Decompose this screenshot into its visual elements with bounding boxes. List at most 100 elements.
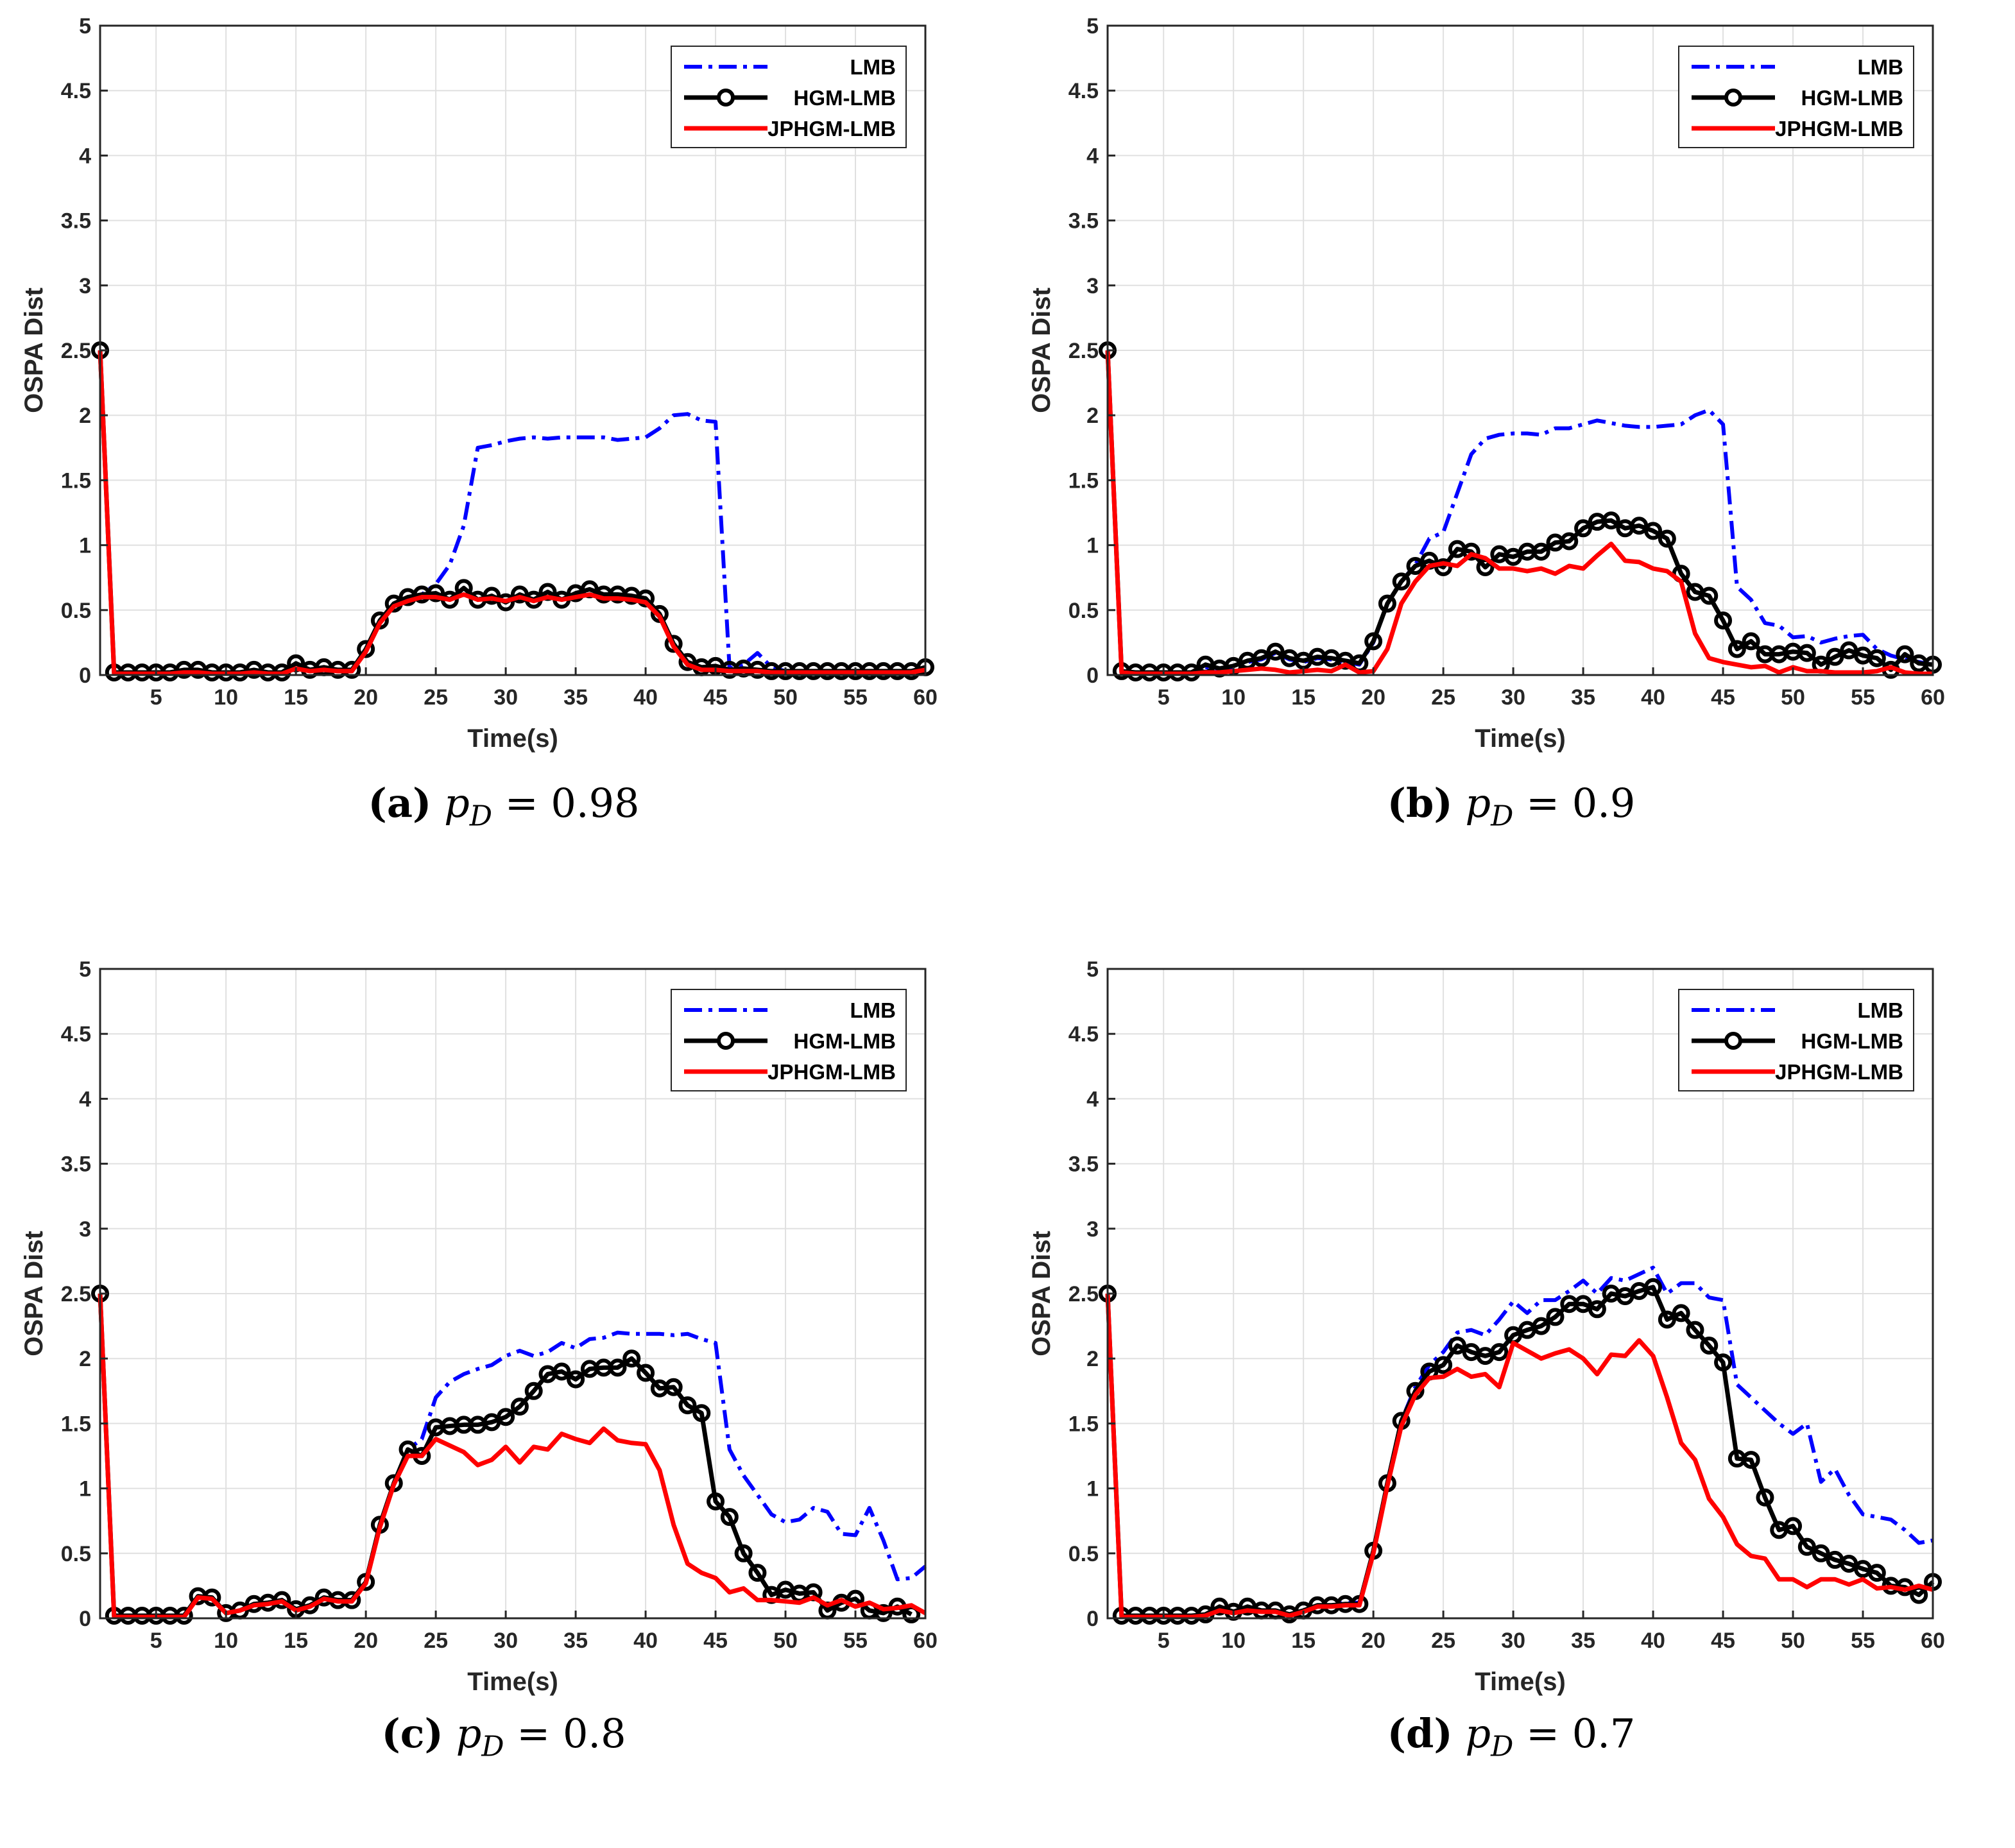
data-point-hgm-lmb <box>720 1508 739 1527</box>
series-line-jphgm-lmb <box>1105 350 1933 676</box>
legend-marker <box>717 89 735 107</box>
data-point-hgm-lmb <box>622 1349 641 1368</box>
data-point-hgm-lmb <box>1434 558 1453 577</box>
data-point-hgm-lmb <box>1812 1544 1830 1562</box>
caption-var: p <box>1465 780 1491 826</box>
x-tick-label: 20 <box>1361 685 1385 710</box>
data-point-hgm-lmb <box>1574 519 1593 538</box>
series-line-hgm-lmb <box>1105 350 1934 675</box>
y-tick-label: 0 <box>1086 663 1099 688</box>
data-point-hgm-lmb <box>748 1564 767 1582</box>
data-point-hgm-lmb <box>273 1591 291 1609</box>
x-axis-label: Time(s) <box>1475 1668 1566 1696</box>
data-point-hgm-lmb <box>692 1404 711 1423</box>
y-tick-label: 0.5 <box>1068 599 1099 623</box>
y-tick-label: 2.5 <box>61 339 91 363</box>
y-tick-label: 3.5 <box>1068 1152 1099 1177</box>
data-point-hgm-lmb <box>874 1604 893 1622</box>
caption-value: = 0.7 <box>1526 1710 1636 1757</box>
data-point-hgm-lmb <box>678 1396 697 1415</box>
y-tick-label: 4.5 <box>1068 79 1099 103</box>
y-tick-label: 4.5 <box>1068 1022 1099 1047</box>
data-point-hgm-lmb <box>1658 529 1676 548</box>
y-tick-label: 5 <box>79 957 91 982</box>
data-point-hgm-lmb <box>1602 511 1620 530</box>
data-point-hgm-lmb <box>1700 586 1719 605</box>
data-point-hgm-lmb <box>1658 1310 1676 1329</box>
x-tick-label: 55 <box>843 685 868 710</box>
caption-label: (a) <box>368 780 432 826</box>
y-tick-label: 1.5 <box>1068 1412 1099 1436</box>
legend-label: JPHGM-LMB <box>767 117 896 141</box>
data-point-hgm-lmb <box>510 1398 529 1416</box>
x-tick-label: 25 <box>424 685 448 710</box>
x-tick-label: 30 <box>1501 1629 1525 1653</box>
series-line-jphgm-lmb <box>98 1293 927 1620</box>
x-tick-label: 10 <box>214 1629 238 1653</box>
chart-a: 5 10 15 20 25 30 35 40 45 50 55 6000.511.522.533.54… <box>20 14 938 753</box>
y-tick-label: 1 <box>79 1477 91 1502</box>
y-tick-label: 1.5 <box>61 1412 91 1436</box>
data-point-hgm-lmb <box>1252 649 1271 667</box>
data-point-hgm-lmb <box>1546 1308 1565 1326</box>
x-tick-label: 45 <box>703 1629 728 1653</box>
data-point-hgm-lmb <box>553 1362 571 1381</box>
data-point-hgm-lmb <box>524 1382 543 1400</box>
y-tick-label: 4.5 <box>61 79 91 103</box>
legend-marker <box>1724 89 1742 107</box>
caption-value: = 0.9 <box>1526 780 1636 826</box>
y-tick-label: 3 <box>1086 1217 1099 1242</box>
x-tick-label: 40 <box>633 685 658 710</box>
data-point-hgm-lmb <box>1378 594 1396 613</box>
y-tick-label: 0.5 <box>61 1542 91 1566</box>
data-point-hgm-lmb <box>497 593 515 612</box>
y-axis-label: OSPA Dist <box>1027 1231 1056 1356</box>
caption-var: p <box>456 1710 482 1757</box>
data-point-hgm-lmb <box>1686 1321 1704 1339</box>
y-tick-label: 0 <box>79 663 91 688</box>
y-tick-label: 0.5 <box>61 599 91 623</box>
y-tick-label: 3 <box>79 274 91 298</box>
data-point-hgm-lmb <box>567 1370 585 1389</box>
x-tick-label: 45 <box>703 685 728 710</box>
legend-label: HGM-LMB <box>1801 1029 1903 1053</box>
data-point-hgm-lmb <box>664 1378 683 1396</box>
data-point-hgm-lmb <box>1756 1488 1774 1507</box>
y-tick-label: 1 <box>79 534 91 558</box>
chart-c: 5 10 15 20 25 30 35 40 45 50 55 6000.511.522.533.54… <box>20 957 938 1696</box>
x-tick-label: 20 <box>354 685 378 710</box>
y-tick-label: 0 <box>1086 1607 1099 1631</box>
x-tick-label: 30 <box>493 685 518 710</box>
caption-label: (d) <box>1387 1710 1453 1757</box>
y-tick-label: 5 <box>1086 957 1099 982</box>
x-tick-label: 60 <box>913 1629 938 1653</box>
x-tick-label: 40 <box>633 1629 658 1653</box>
y-tick-label: 5 <box>1086 14 1099 38</box>
data-point-hgm-lmb <box>1644 522 1663 540</box>
x-tick-label: 50 <box>1781 1629 1805 1653</box>
caption-sub: D <box>481 1730 504 1763</box>
x-tick-label: 20 <box>1361 1629 1385 1653</box>
legend-label: JPHGM-LMB <box>1775 117 1903 141</box>
x-tick-label: 5 <box>150 1629 162 1653</box>
y-tick-label: 0.5 <box>1068 1542 1099 1566</box>
x-tick-label: 5 <box>1158 1629 1170 1653</box>
data-point-hgm-lmb <box>1742 632 1760 651</box>
data-point-hgm-lmb <box>1588 1300 1606 1319</box>
y-tick-label: 2 <box>79 404 91 428</box>
x-tick-label: 5 <box>150 685 162 710</box>
legend-label: HGM-LMB <box>794 86 896 110</box>
data-point-hgm-lmb <box>1672 1304 1690 1322</box>
legend: LMB HGM-LMB JPHGM-LMB <box>1678 46 1914 148</box>
data-point-hgm-lmb <box>1644 1278 1663 1296</box>
y-axis-label: OSPA Dist <box>20 1231 48 1356</box>
x-tick-label: 55 <box>1851 685 1875 710</box>
y-tick-label: 3 <box>79 1217 91 1242</box>
x-tick-label: 5 <box>1158 685 1170 710</box>
x-tick-label: 10 <box>1221 685 1246 710</box>
series-line-jphgm-lmb <box>98 350 926 676</box>
caption-label: (b) <box>1387 780 1453 826</box>
x-tick-label: 40 <box>1641 685 1665 710</box>
legend-label: HGM-LMB <box>1801 86 1903 110</box>
caption-d: (d) pD = 0.7 <box>1008 1710 2015 1763</box>
